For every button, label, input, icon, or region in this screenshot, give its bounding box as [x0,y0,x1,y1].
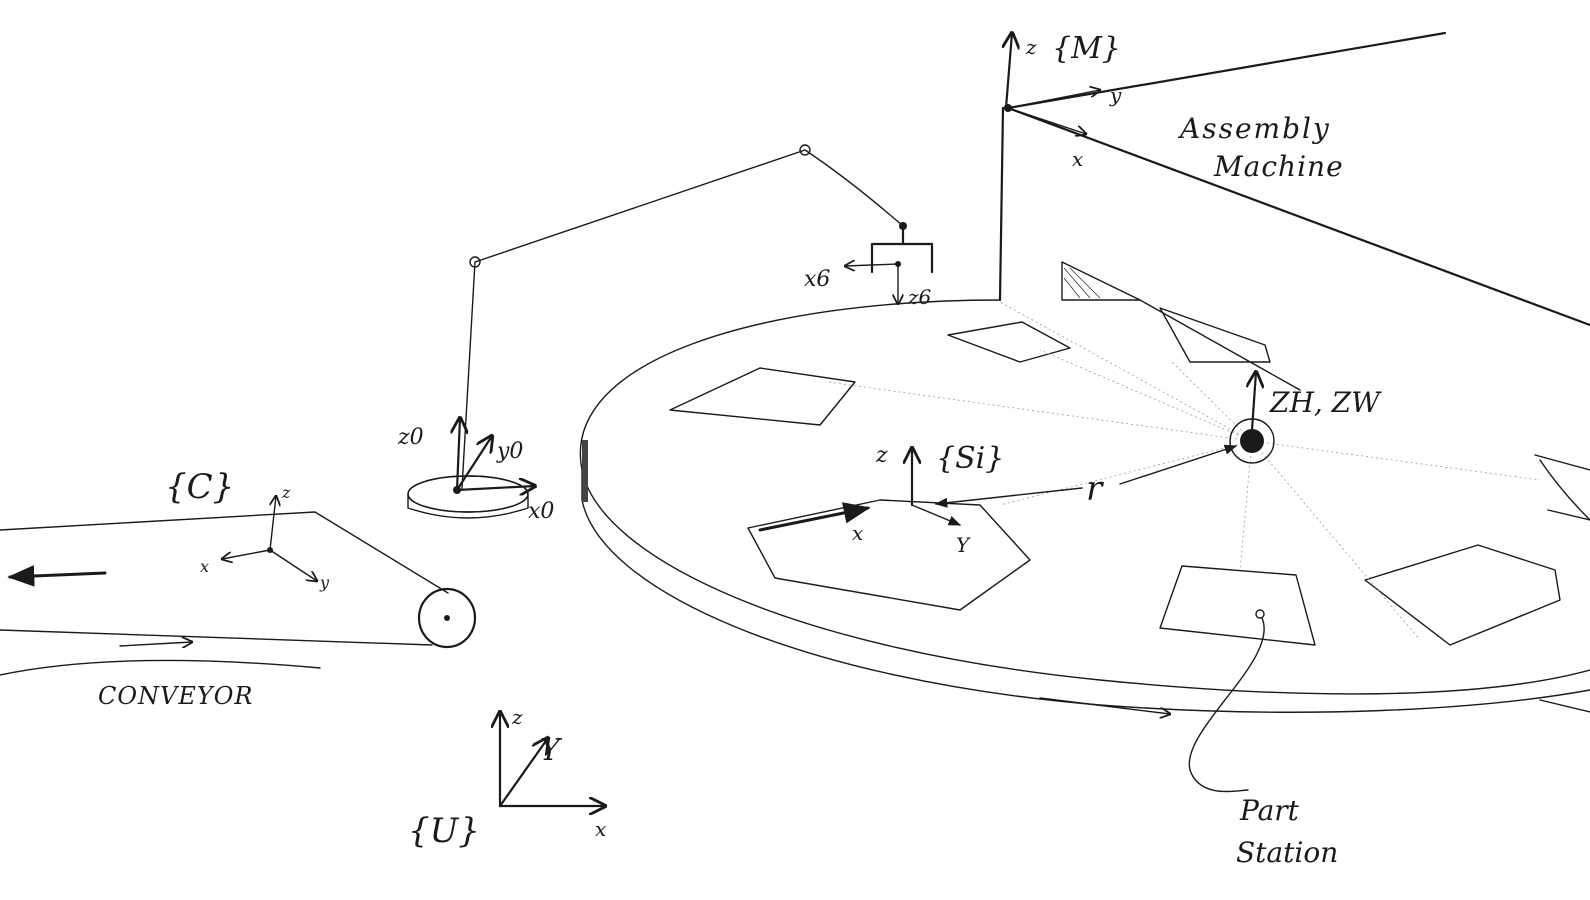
universe-frame: z Y x {U} [408,705,606,851]
machine-origin-dot [1004,104,1012,112]
robot-link-3 [804,149,904,227]
conveyor-x-label: x [200,557,209,576]
y0-label: y0 [496,439,523,464]
x6-label: x6 [804,267,830,292]
turntable-rays [827,301,1541,641]
turntable: ZH, ZW r [579,299,1590,714]
zh-zw-label: ZH, ZW [1269,386,1382,419]
radius-label: r [1086,469,1104,509]
assembly-label-line1: Assembly [1177,112,1331,145]
robot-arm: x6 z6 z0 y0 x0 [397,144,934,524]
part-label-line2: Station [1236,836,1338,869]
machine-x-label: x [1072,147,1083,171]
conveyor: CONVEYOR [0,511,477,710]
robot-link-2 [474,149,806,263]
universe-frame-label: {U} [408,811,480,851]
part-station-callout: Part Station [1188,609,1338,869]
station-x-label: x [852,521,863,545]
robot-joint [799,144,811,156]
conveyor-y-label: y [319,573,330,592]
part-pocket [669,307,1590,646]
conveyor-frame-label: {C} [165,467,234,507]
conveyor-label: CONVEYOR [98,682,253,710]
turntable-center-hub [1240,429,1264,453]
conveyor-roller [417,587,477,649]
robot-link-1 [461,261,476,489]
machine-frame: z {M} y x Assembly Machine [1004,31,1344,183]
universe-x-label: x [595,817,606,841]
station-y-label: Y [956,533,971,557]
robot-joint [469,256,481,268]
machine-y-label: y [1109,83,1122,107]
conveyor-z-label: z [281,483,291,502]
universe-z-label: z [511,705,523,729]
assembly-machine [998,31,1590,521]
machine-frame-label: {M} [1052,31,1121,66]
universe-y-label: Y [540,733,563,768]
z6-label: z6 [907,285,932,309]
x0-label: x0 [528,499,554,524]
station-z-label: z [875,443,888,468]
station-frame: z {Si} x Y [758,441,1004,557]
z0-label: z0 [397,425,424,450]
station-frame-label: {Si} [936,441,1004,476]
gripper [870,224,934,274]
machine-z-label: z [1025,35,1037,59]
part-label-line1: Part [1239,794,1300,827]
conveyor-frame: {C} z x y [165,467,330,592]
assembly-label-line2: Machine [1213,150,1344,183]
